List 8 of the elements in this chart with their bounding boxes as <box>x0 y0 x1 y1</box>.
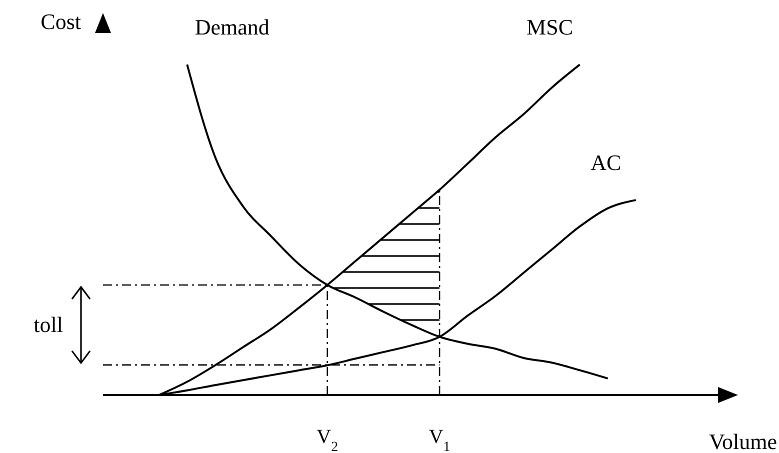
series-label: AC <box>590 150 622 176</box>
text: toll <box>34 312 63 337</box>
x-tick-label: V$_{2}$ <box>316 426 338 453</box>
series-label: MSC <box>526 14 574 40</box>
x-axis-title: Volume <box>708 429 777 453</box>
y-axis-title: Cost <box>40 9 81 34</box>
series-label: Demand <box>194 14 270 40</box>
x-tick-label: V$_{1}$ <box>428 426 450 453</box>
